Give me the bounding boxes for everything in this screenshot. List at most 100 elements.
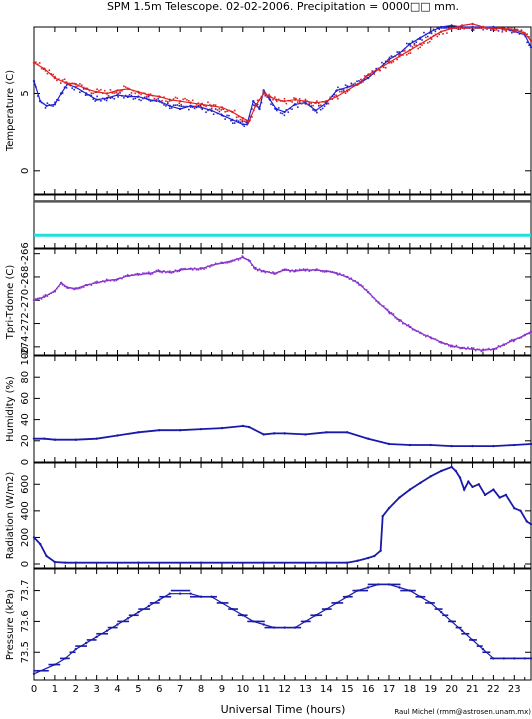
sample-point	[176, 589, 179, 592]
series-humidity-0	[32, 424, 532, 448]
sample-point	[419, 46, 421, 49]
data-point	[32, 437, 36, 440]
sample-point	[486, 348, 488, 351]
sample-point	[184, 589, 187, 592]
sample-point	[209, 108, 211, 111]
data-point	[429, 475, 432, 478]
sample-point	[405, 42, 408, 45]
data-point	[471, 22, 474, 26]
data-point	[74, 561, 77, 564]
sample-point	[291, 269, 293, 271]
sample-point	[88, 639, 91, 641]
sample-point	[354, 280, 356, 282]
sample-point	[325, 100, 328, 102]
y-tick-label: -266	[20, 242, 31, 265]
sample-point	[518, 657, 521, 660]
sample-point	[337, 274, 339, 276]
sample-point	[253, 620, 256, 623]
sample-point	[325, 103, 328, 105]
sample-point	[130, 92, 133, 94]
sample-point	[518, 337, 521, 339]
sample-point	[344, 84, 347, 86]
sample-point	[306, 268, 309, 271]
sample-point	[461, 347, 463, 349]
x-tick-label: 0	[31, 684, 37, 695]
sample-point	[58, 78, 60, 81]
sample-point	[323, 608, 326, 610]
sample-point	[251, 108, 253, 110]
sample-point	[174, 589, 177, 592]
sample-point	[470, 29, 473, 31]
sample-point	[421, 44, 423, 46]
sample-point	[124, 86, 127, 88]
sample-point	[344, 595, 347, 598]
sample-point	[214, 595, 217, 598]
data-point	[158, 598, 161, 602]
sample-point	[199, 595, 202, 598]
sample-point	[167, 101, 169, 103]
sample-point	[333, 93, 335, 96]
sample-point	[184, 105, 186, 108]
sample-point	[373, 583, 376, 586]
sample-point	[35, 669, 38, 672]
sample-point	[98, 98, 100, 101]
sample-point	[232, 111, 234, 113]
sample-point	[38, 297, 41, 299]
sample-point	[360, 78, 362, 81]
sample-point	[82, 645, 86, 647]
sample-point	[497, 30, 500, 32]
sample-point	[109, 279, 112, 282]
sample-point	[65, 657, 68, 660]
sample-point	[77, 287, 79, 290]
sample-point	[386, 308, 389, 311]
sample-point	[168, 270, 171, 272]
sample-point	[304, 620, 307, 623]
y-tick-label: 20	[20, 434, 31, 447]
sample-point	[107, 95, 110, 97]
sample-point	[144, 272, 146, 275]
sample-point	[438, 33, 441, 36]
sample-point	[377, 583, 380, 586]
sample-point	[528, 44, 530, 47]
sample-point	[446, 32, 448, 34]
sample-point	[298, 98, 301, 100]
sample-point	[285, 102, 288, 105]
sample-point	[444, 27, 446, 29]
sample-point	[316, 268, 318, 270]
sample-point	[226, 114, 228, 117]
sample-point	[289, 270, 291, 273]
sample-point	[182, 589, 185, 592]
sample-point	[493, 657, 497, 660]
sample-point	[394, 583, 397, 586]
series-line	[34, 425, 532, 448]
sample-point	[478, 348, 481, 351]
y-tick-label: -272	[20, 312, 31, 335]
sample-point	[37, 63, 39, 66]
sample-point	[350, 82, 353, 85]
sample-point	[115, 279, 117, 282]
sample-point	[312, 104, 314, 107]
sample-point	[222, 108, 225, 110]
sample-point	[365, 589, 369, 592]
sample-point	[298, 268, 301, 271]
x-tick-label: 10	[236, 684, 249, 695]
sample-point	[423, 31, 425, 34]
sample-point	[33, 669, 36, 672]
panel-temperature: Temperature (C) 0 5	[5, 22, 532, 195]
sample-point	[390, 61, 393, 64]
sample-point	[356, 589, 359, 592]
sample-point	[220, 109, 223, 111]
sample-point	[296, 269, 299, 272]
sample-point	[241, 614, 244, 617]
sample-point	[448, 28, 450, 30]
sample-point	[275, 626, 279, 629]
sample-point	[172, 104, 175, 107]
sample-point	[446, 342, 448, 345]
sample-point	[470, 27, 473, 29]
sample-point	[318, 102, 320, 105]
sample-point	[358, 83, 360, 85]
x-tick-label: 17	[383, 684, 396, 695]
data-point	[387, 442, 391, 446]
credit-text: Raul Michel (rmm@astrosen.unam.mx)	[394, 708, 531, 716]
